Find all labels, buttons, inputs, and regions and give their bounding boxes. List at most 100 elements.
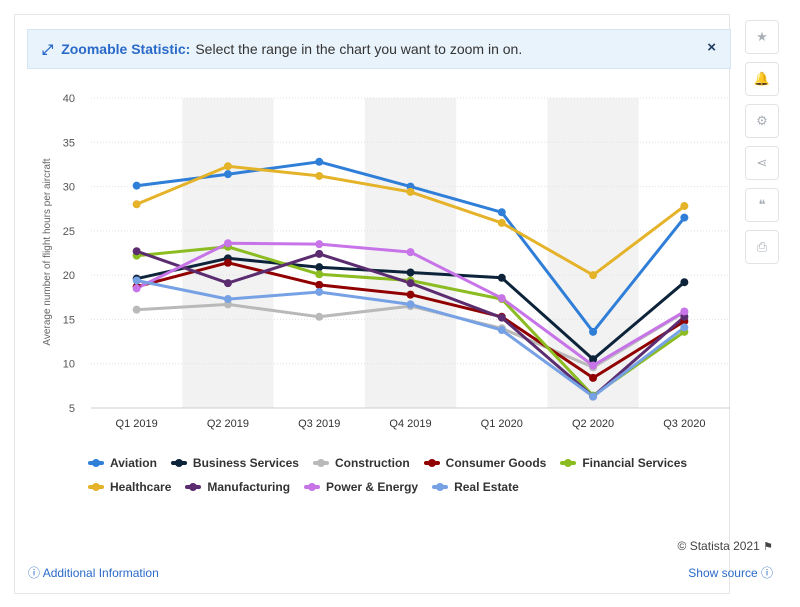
quote-icon: ❝ bbox=[758, 197, 766, 212]
data-point-financial-services[interactable] bbox=[315, 270, 324, 279]
data-point-business-services[interactable] bbox=[589, 355, 598, 364]
legend-item-construction[interactable]: Construction bbox=[312, 456, 410, 470]
legend-item-power-energy[interactable]: Power & Energy bbox=[304, 480, 418, 494]
y-tick-label: 15 bbox=[63, 314, 75, 326]
x-tick-label: Q2 2019 bbox=[207, 418, 249, 430]
legend-swatch bbox=[304, 483, 321, 491]
data-point-power-energy[interactable] bbox=[315, 240, 324, 249]
data-point-real-estate[interactable] bbox=[132, 276, 141, 285]
data-point-business-services[interactable] bbox=[406, 268, 415, 277]
legend-swatch bbox=[170, 459, 187, 467]
data-point-power-energy[interactable] bbox=[406, 248, 415, 257]
y-tick-label: 10 bbox=[63, 359, 75, 371]
y-tick-label: 25 bbox=[63, 226, 75, 238]
data-point-healthcare[interactable] bbox=[132, 200, 141, 209]
data-point-aviation[interactable] bbox=[132, 181, 141, 190]
banner-title: Zoomable Statistic: bbox=[61, 41, 191, 57]
legend-label: Healthcare bbox=[110, 480, 172, 494]
legend-item-business-services[interactable]: Business Services bbox=[170, 456, 299, 470]
flag-icon[interactable]: ⚑ bbox=[763, 541, 773, 553]
data-point-power-energy[interactable] bbox=[589, 361, 598, 370]
data-point-real-estate[interactable] bbox=[589, 392, 598, 401]
show-source-link[interactable]: Show source ⓘ bbox=[688, 564, 773, 581]
data-point-healthcare[interactable] bbox=[497, 218, 506, 227]
gear-icon: ⚙ bbox=[756, 113, 768, 128]
data-point-aviation[interactable] bbox=[497, 208, 506, 217]
legend-item-manufacturing[interactable]: Manufacturing bbox=[185, 480, 290, 494]
additional-info-label: Additional Information bbox=[42, 566, 159, 580]
legend-swatch bbox=[423, 459, 440, 467]
data-point-business-services[interactable] bbox=[680, 278, 689, 287]
gear-button[interactable]: ⚙ bbox=[745, 104, 779, 138]
legend-swatch bbox=[432, 483, 449, 491]
line-chart[interactable]: 5 10 15 20 25 30 35 40 Q1 2019 Q2 2019 Q3 2019 Q4 … bbox=[0, 0, 800, 450]
y-tick-label: 40 bbox=[63, 93, 75, 105]
x-tick-label: Q2 2020 bbox=[572, 418, 614, 430]
additional-info-link[interactable]: ⓘ Additional Information bbox=[28, 564, 159, 581]
data-point-healthcare[interactable] bbox=[406, 187, 415, 196]
data-point-real-estate[interactable] bbox=[680, 323, 689, 332]
legend-label: Real Estate bbox=[454, 480, 519, 494]
chart-legend: Aviation Business Services Construction Con… bbox=[88, 456, 708, 504]
alternating-band bbox=[182, 98, 274, 408]
print-button[interactable]: ⎙ bbox=[745, 230, 779, 264]
data-point-manufacturing[interactable] bbox=[132, 247, 141, 256]
data-point-consumer-goods[interactable] bbox=[406, 290, 415, 299]
banner-text: Select the range in the chart you want t… bbox=[195, 41, 523, 57]
data-point-manufacturing[interactable] bbox=[315, 249, 324, 258]
legend-item-financial-services[interactable]: Financial Services bbox=[560, 456, 687, 470]
legend-item-aviation[interactable]: Aviation bbox=[88, 456, 157, 470]
legend-label: Business Services bbox=[192, 456, 299, 470]
data-point-manufacturing[interactable] bbox=[223, 279, 232, 288]
share-icon: ⋖ bbox=[756, 155, 768, 170]
bell-button[interactable]: 🔔 bbox=[745, 62, 779, 96]
data-point-power-energy[interactable] bbox=[132, 284, 141, 293]
y-tick-label: 5 bbox=[69, 403, 75, 415]
data-point-real-estate[interactable] bbox=[315, 287, 324, 296]
data-point-aviation[interactable] bbox=[223, 170, 232, 179]
star-icon: ★ bbox=[756, 29, 768, 44]
data-point-healthcare[interactable] bbox=[680, 202, 689, 211]
data-point-business-services[interactable] bbox=[497, 273, 506, 282]
legend-label: Power & Energy bbox=[326, 480, 419, 494]
legend-swatch bbox=[185, 483, 202, 491]
legend-swatch bbox=[560, 459, 577, 467]
legend-label: Manufacturing bbox=[207, 480, 291, 494]
y-tick-label: 30 bbox=[63, 182, 75, 194]
data-point-aviation[interactable] bbox=[680, 213, 689, 222]
quote-button[interactable]: ❝ bbox=[745, 188, 779, 222]
x-tick-label: Q4 2019 bbox=[389, 418, 431, 430]
legend-item-real-estate[interactable]: Real Estate bbox=[432, 480, 519, 494]
x-tick-label: Q3 2020 bbox=[663, 418, 705, 430]
data-point-business-services[interactable] bbox=[315, 263, 324, 272]
share-button[interactable]: ⋖ bbox=[745, 146, 779, 180]
data-point-construction[interactable] bbox=[132, 305, 141, 314]
data-point-healthcare[interactable] bbox=[589, 271, 598, 280]
data-point-power-energy[interactable] bbox=[223, 239, 232, 248]
data-point-construction[interactable] bbox=[315, 312, 324, 321]
data-point-healthcare[interactable] bbox=[223, 162, 232, 171]
data-point-consumer-goods[interactable] bbox=[315, 280, 324, 289]
legend-item-healthcare[interactable]: Healthcare bbox=[88, 480, 171, 494]
bell-icon: 🔔 bbox=[753, 71, 771, 86]
data-point-aviation[interactable] bbox=[589, 327, 598, 336]
legend-item-consumer-goods[interactable]: Consumer Goods bbox=[423, 456, 546, 470]
data-point-real-estate[interactable] bbox=[497, 326, 506, 335]
data-point-aviation[interactable] bbox=[315, 157, 324, 166]
show-source-label: Show source bbox=[688, 566, 758, 580]
close-icon[interactable]: × bbox=[707, 39, 716, 56]
data-point-real-estate[interactable] bbox=[223, 295, 232, 304]
data-point-real-estate[interactable] bbox=[406, 300, 415, 309]
zoom-banner: ⤢ Zoomable Statistic: Select the range i… bbox=[27, 29, 731, 69]
legend-row: Healthcare Manufacturing Power & Energy Rea… bbox=[88, 480, 708, 494]
data-point-manufacturing[interactable] bbox=[497, 313, 506, 322]
data-point-power-energy[interactable] bbox=[497, 294, 506, 303]
star-button[interactable]: ★ bbox=[745, 20, 779, 54]
data-point-manufacturing[interactable] bbox=[406, 279, 415, 288]
data-point-consumer-goods[interactable] bbox=[223, 258, 232, 267]
data-point-consumer-goods[interactable] bbox=[589, 373, 598, 382]
data-point-healthcare[interactable] bbox=[315, 171, 324, 180]
credit-text: © Statista 2021 bbox=[677, 539, 760, 553]
data-point-power-energy[interactable] bbox=[680, 307, 689, 316]
info-icon: ⓘ bbox=[28, 566, 41, 580]
